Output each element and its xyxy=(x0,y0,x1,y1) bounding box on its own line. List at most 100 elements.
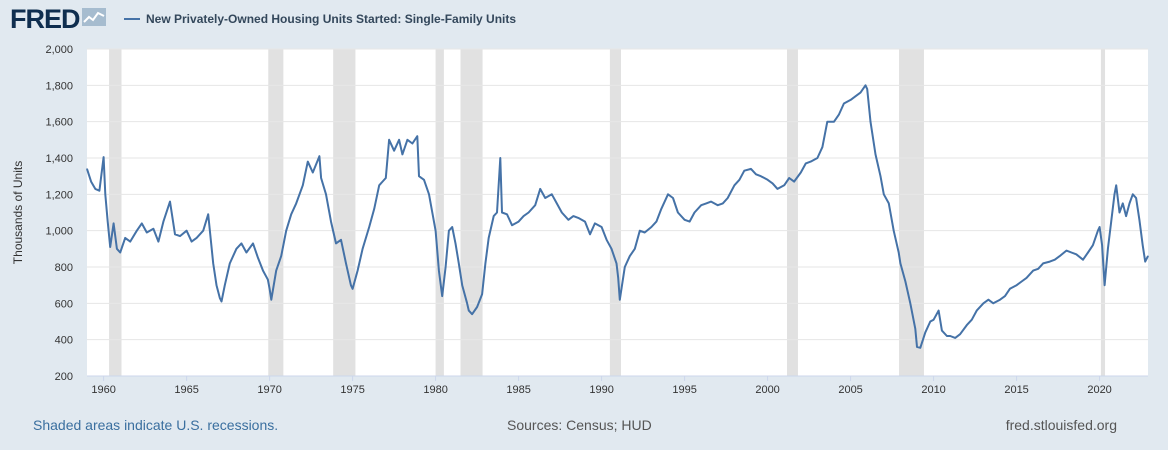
data-point xyxy=(919,347,921,349)
data-point xyxy=(805,162,807,164)
data-point xyxy=(606,239,608,241)
data-point xyxy=(743,170,745,172)
data-point xyxy=(196,237,198,239)
recession-band xyxy=(460,49,483,376)
data-point xyxy=(916,346,918,348)
data-point xyxy=(252,242,254,244)
data-point xyxy=(215,284,218,286)
data-point xyxy=(992,302,994,304)
data-point xyxy=(385,177,387,179)
data-point xyxy=(539,188,541,190)
data-point xyxy=(1110,221,1112,223)
data-point xyxy=(262,270,264,272)
data-point xyxy=(295,202,297,204)
recession-band xyxy=(609,49,622,376)
y-tick-label: 800 xyxy=(55,262,73,274)
data-point xyxy=(893,230,895,232)
data-point xyxy=(755,173,757,175)
y-tick-label: 1,000 xyxy=(45,226,73,238)
data-point xyxy=(1032,270,1034,272)
data-point xyxy=(800,171,802,174)
data-point xyxy=(1118,211,1121,214)
data-point xyxy=(767,179,769,181)
data-point xyxy=(904,280,907,283)
data-point xyxy=(933,319,935,321)
data-point xyxy=(750,168,752,170)
data-point xyxy=(393,150,395,152)
data-point xyxy=(270,299,272,301)
data-point xyxy=(224,284,226,286)
data-point xyxy=(1037,268,1039,270)
x-tick-label: 2005 xyxy=(838,384,862,396)
data-point xyxy=(584,221,586,223)
legend-label: New Privately-Owned Housing Units Starte… xyxy=(146,12,517,26)
data-point xyxy=(290,213,292,215)
data-point xyxy=(1104,284,1106,286)
data-point xyxy=(898,251,900,254)
data-point xyxy=(1042,262,1044,264)
data-point xyxy=(499,157,501,159)
data-point xyxy=(461,284,463,286)
data-point xyxy=(924,331,926,333)
data-point xyxy=(914,328,916,330)
data-point xyxy=(619,299,621,301)
data-point xyxy=(146,231,148,234)
x-tick-label: 1975 xyxy=(340,384,364,396)
data-point xyxy=(169,201,171,203)
line-chart-icon xyxy=(81,7,106,31)
data-point xyxy=(615,262,618,264)
data-point xyxy=(677,211,679,214)
data-point xyxy=(220,300,223,303)
data-point xyxy=(493,215,495,217)
data-point xyxy=(307,161,309,163)
data-point xyxy=(496,211,498,214)
recession-band xyxy=(109,49,122,376)
data-point xyxy=(484,262,486,264)
data-point xyxy=(733,184,736,186)
data-point xyxy=(428,193,430,195)
data-point xyxy=(610,248,613,250)
data-point xyxy=(257,257,259,259)
data-point xyxy=(104,193,106,195)
data-point xyxy=(601,226,603,228)
data-point xyxy=(987,299,990,301)
legend: New Privately-Owned Housing Units Starte… xyxy=(124,12,516,26)
data-point xyxy=(1021,280,1023,283)
data-point xyxy=(999,299,1001,301)
fred-logo[interactable]: FRED xyxy=(10,4,106,34)
data-point xyxy=(435,230,437,232)
data-point xyxy=(1025,277,1028,279)
y-tick-label: 1,200 xyxy=(45,189,73,201)
y-tick-label: 400 xyxy=(55,335,73,347)
data-point xyxy=(229,262,231,264)
data-point xyxy=(788,177,790,179)
data-point xyxy=(534,204,536,206)
y-tick-label: 1,600 xyxy=(45,117,73,129)
data-point xyxy=(556,202,558,204)
data-point xyxy=(129,241,131,243)
data-point xyxy=(174,233,176,235)
data-point xyxy=(738,179,741,181)
data-point xyxy=(528,211,530,214)
data-point xyxy=(438,270,440,272)
data-point xyxy=(418,175,420,177)
data-point xyxy=(982,302,985,304)
data-point xyxy=(572,215,575,217)
data-point xyxy=(345,262,347,264)
sources-text: Sources: Census; HUD xyxy=(507,417,652,433)
data-point xyxy=(639,230,641,232)
data-point xyxy=(783,184,785,186)
data-point xyxy=(883,193,885,195)
data-point xyxy=(325,193,327,195)
data-point xyxy=(655,221,658,223)
recessions-note[interactable]: Shaded areas indicate U.S. recessions. xyxy=(33,417,279,433)
site-link[interactable]: fred.stlouisfed.org xyxy=(1005,417,1117,433)
data-point xyxy=(1135,197,1137,199)
data-point xyxy=(859,92,862,94)
data-point xyxy=(722,202,724,204)
data-point xyxy=(269,288,271,290)
data-point xyxy=(275,270,277,272)
data-point xyxy=(86,168,88,170)
data-point xyxy=(717,204,719,206)
data-point xyxy=(772,182,774,184)
